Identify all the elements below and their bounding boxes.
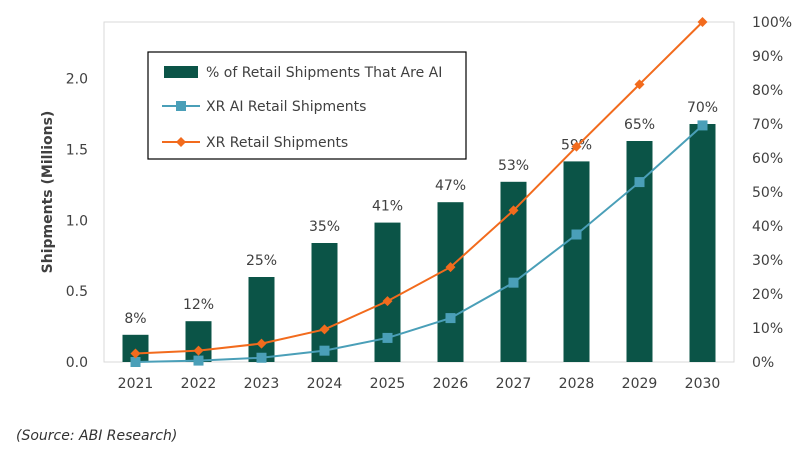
y2-tick-label: 60%: [752, 151, 783, 167]
y2-tick-label: 70%: [752, 117, 783, 133]
xr-ai-point-2030: [697, 120, 708, 131]
x-tick-label: 2030: [685, 376, 721, 392]
x-tick-label: 2025: [370, 376, 406, 392]
xr-retail-line: [135, 21, 704, 355]
bar-data-label: 12%: [183, 297, 214, 313]
y-tick-label: 1.5: [66, 143, 88, 159]
bar-data-label: 47%: [435, 178, 466, 194]
x-tick-label: 2026: [433, 376, 469, 392]
xr-retail-point-2027: [508, 205, 519, 216]
legend-swatch-bar: [164, 66, 198, 78]
x-tick-label: 2027: [496, 376, 532, 392]
y2-tick-label: 20%: [752, 287, 783, 303]
legend-label: XR AI Retail Shipments: [206, 99, 366, 115]
y-tick-label: 0.5: [66, 284, 88, 300]
bar-data-label: 41%: [372, 199, 403, 215]
x-tick-label: 2023: [244, 376, 280, 392]
bar-2023: [248, 277, 275, 362]
source-note: (Source: ABI Research): [16, 428, 178, 444]
xr-ai-point-2027: [508, 277, 519, 288]
bar-2026: [437, 202, 464, 362]
y2-tick-label: 100%: [752, 15, 792, 31]
y2-tick-label: 50%: [752, 185, 783, 201]
y2-tick-label: 0%: [752, 355, 774, 371]
bar-data-label: 53%: [498, 158, 529, 174]
legend-label: XR Retail Shipments: [206, 135, 348, 151]
xr-retail-point-2029: [634, 79, 645, 90]
x-tick-label: 2028: [559, 376, 595, 392]
xr-retail-point-2023: [256, 338, 267, 349]
bar-data-label: 70%: [687, 100, 718, 116]
xr-retail-point-2026: [445, 262, 456, 273]
legend-box: [147, 51, 467, 160]
plot-frame: [103, 21, 735, 363]
y2-tick-label: 40%: [752, 219, 783, 235]
y-tick-label: 2.0: [66, 72, 88, 88]
xr-ai-point-2028: [571, 229, 582, 240]
x-tick-label: 2029: [622, 376, 658, 392]
y2-tick-label: 10%: [752, 321, 783, 337]
bar-data-label: 8%: [124, 311, 146, 327]
xr-retail-point-2028: [571, 141, 582, 152]
bar-2030: [689, 124, 716, 362]
x-tick-label: 2021: [118, 376, 154, 392]
y2-tick-label: 30%: [752, 253, 783, 269]
xr-retail-point-2030: [697, 17, 708, 27]
legend-swatch-marker: [176, 101, 186, 111]
x-tick-label: 2024: [307, 376, 343, 392]
legend-label: % of Retail Shipments That Are AI: [206, 65, 442, 81]
y2-tick-label: 80%: [752, 83, 783, 99]
bar-data-label: 65%: [624, 117, 655, 133]
xr-ai-point-2021: [130, 357, 141, 367]
y-tick-label: 1.0: [66, 213, 88, 229]
xr-retail-point-2025: [382, 296, 393, 307]
legend-swatch-marker: [176, 137, 186, 147]
bar-data-label: 35%: [309, 219, 340, 235]
xr-ai-point-2026: [445, 313, 456, 324]
xr-retail-point-2021: [130, 348, 141, 359]
xr-ai-point-2022: [193, 355, 204, 366]
xr-ai-point-2024: [319, 345, 330, 356]
xr-ai-point-2029: [634, 177, 645, 188]
xr-retail-point-2024: [319, 324, 330, 335]
xr-retail-point-2022: [193, 345, 204, 356]
xr-ai-point-2023: [256, 352, 267, 363]
bar-data-label: 25%: [246, 253, 277, 269]
y-axis-title: Shipments (Millions): [40, 111, 56, 274]
x-tick-label: 2022: [181, 376, 217, 392]
bar-2024: [311, 243, 338, 362]
y-tick-label: 0.0: [66, 355, 88, 371]
xr-ai-point-2025: [382, 332, 393, 343]
bar-2028: [563, 161, 590, 362]
xr-ai-line: [135, 124, 704, 363]
y2-tick-label: 90%: [752, 49, 783, 65]
